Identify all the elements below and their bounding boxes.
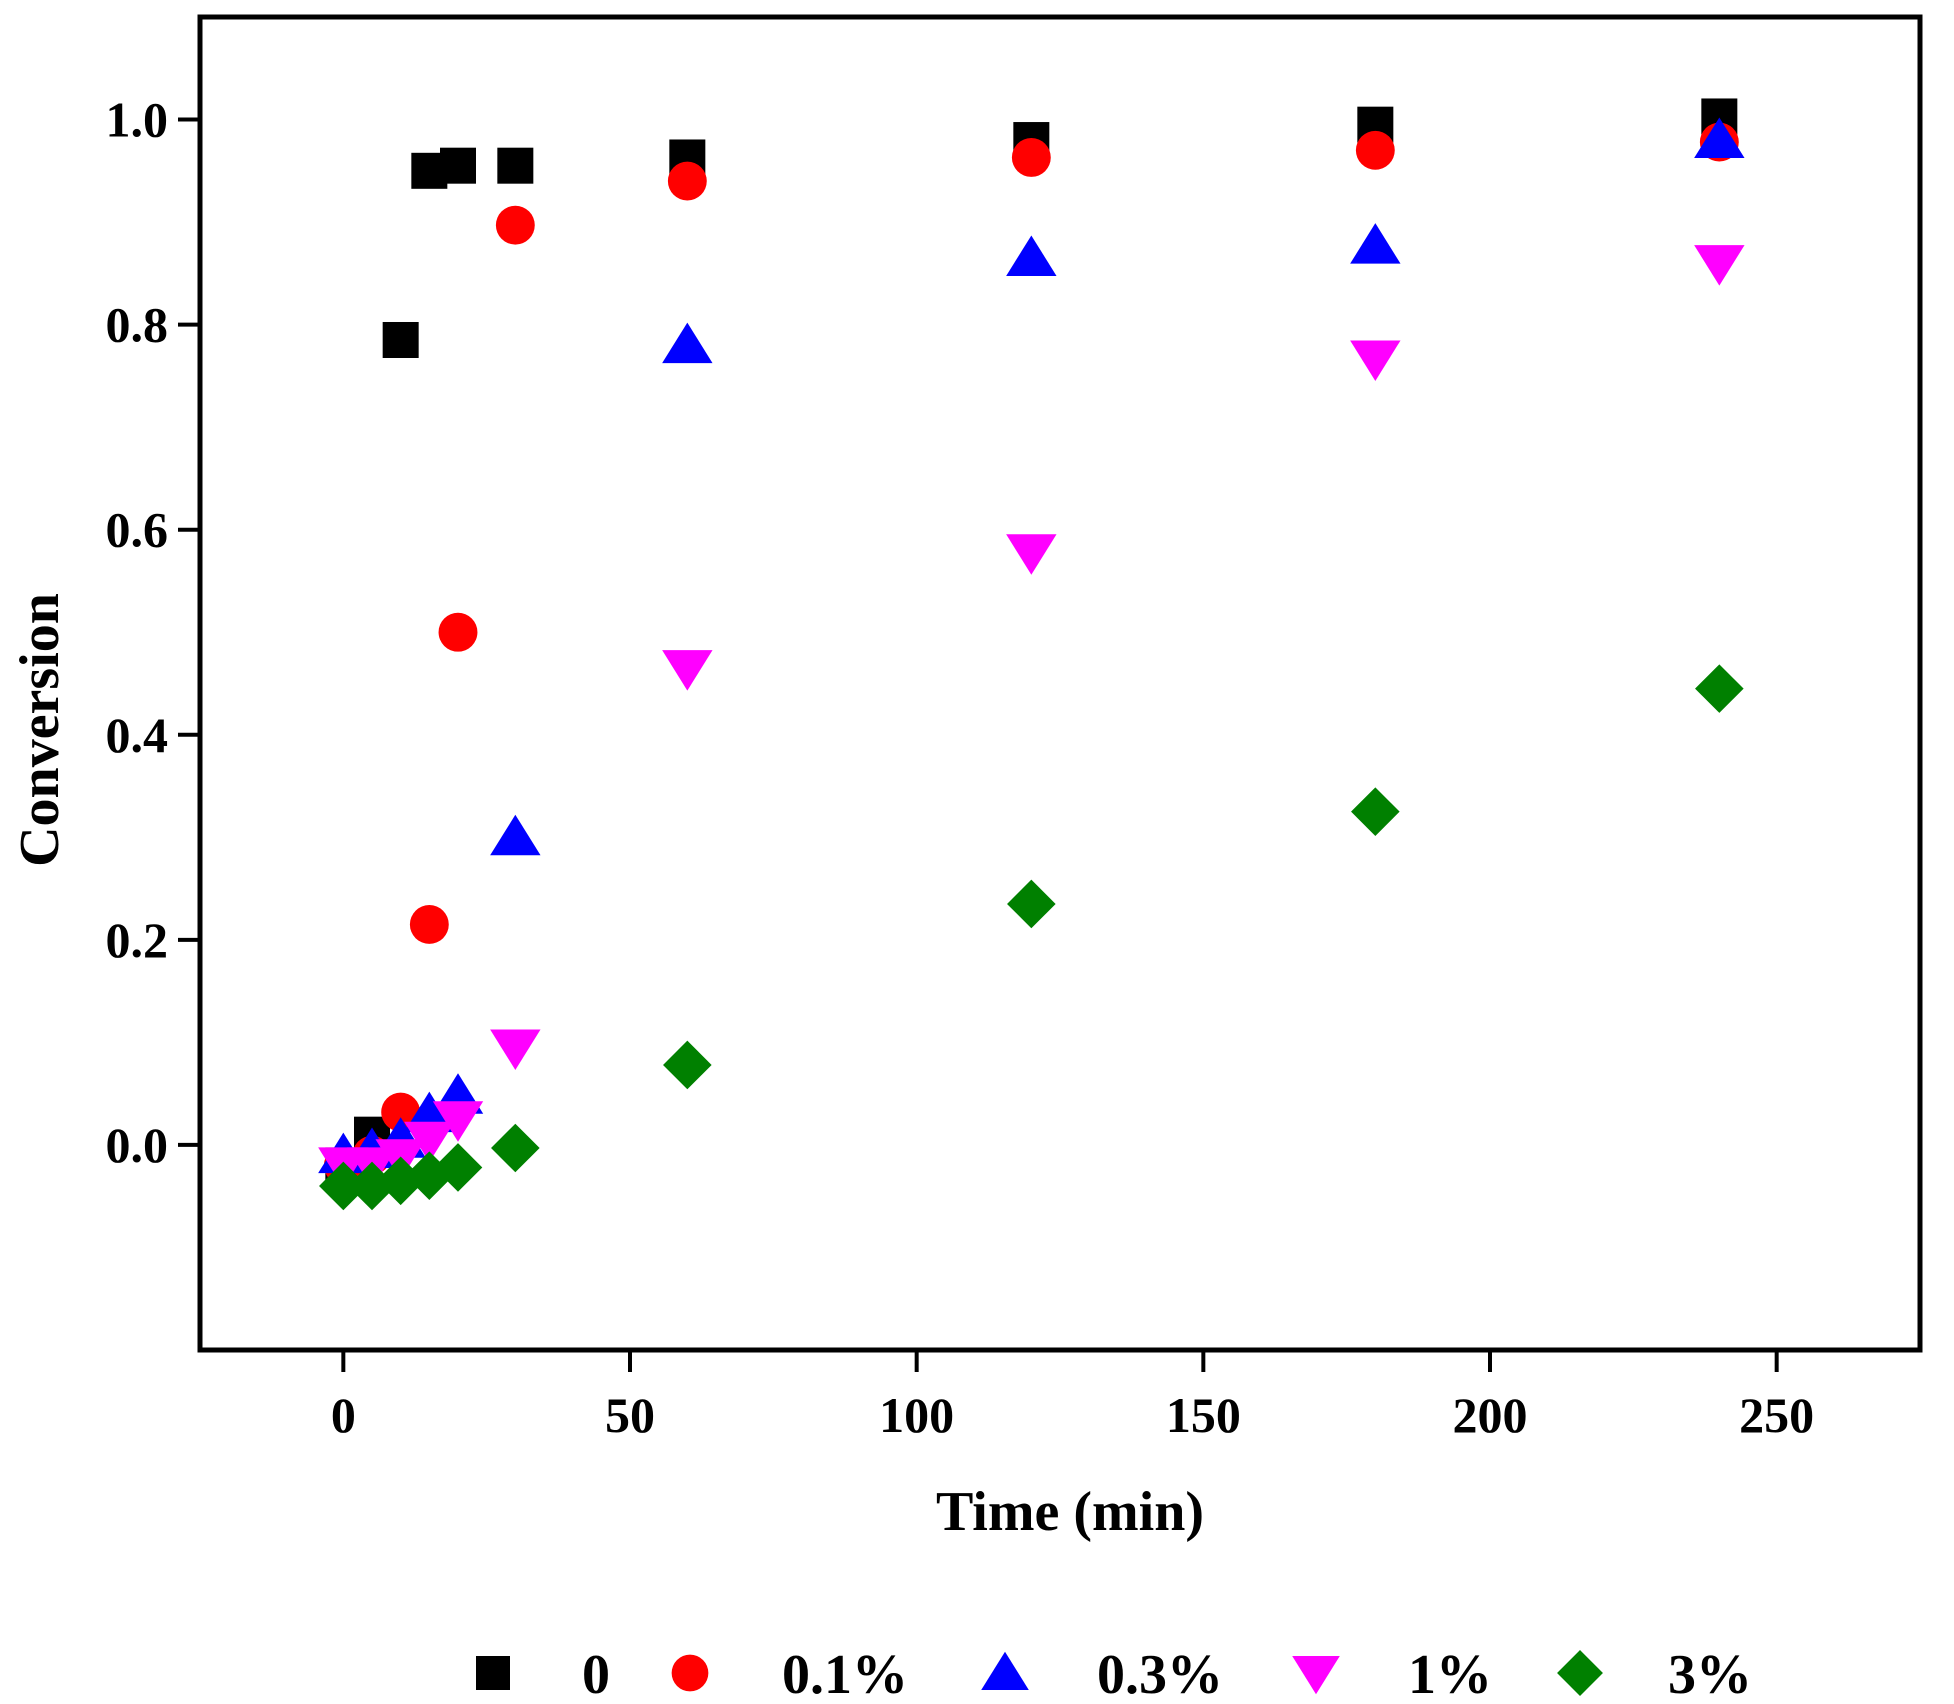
legend-label: 0.1% (782, 1644, 908, 1704)
data-point (662, 650, 713, 691)
legend-marker (1292, 1656, 1340, 1695)
x-tick-label: 100 (879, 1387, 954, 1443)
data-point (1006, 235, 1057, 276)
y-tick-label: 1.0 (106, 92, 169, 148)
data-point (1350, 340, 1401, 381)
data-point (404, 1121, 455, 1163)
data-point (438, 612, 478, 652)
data-point (490, 1029, 541, 1071)
legend-label: 0.3% (1097, 1644, 1223, 1704)
data-point (432, 1101, 484, 1142)
y-axis-title: Conversion (9, 593, 71, 867)
data-point (667, 161, 707, 201)
data-point (663, 1040, 712, 1090)
legend: 0 0.1% 0.3% 1% 3% (476, 1644, 1752, 1704)
x-tick-label: 50 (605, 1387, 655, 1443)
x-axis-ticks: 0 50 100 150 200 250 (331, 1350, 1814, 1443)
data-point (382, 321, 419, 358)
data-point (1694, 245, 1745, 286)
data-point (1350, 223, 1401, 264)
x-tick-label: 0 (331, 1387, 356, 1443)
series-5 (319, 664, 1744, 1211)
legend-label: 1% (1408, 1644, 1492, 1704)
data-point (490, 814, 541, 856)
legend-label: 0 (582, 1644, 610, 1704)
legend-marker (1557, 1650, 1603, 1696)
x-tick-label: 200 (1453, 1387, 1528, 1443)
y-tick-label: 0.4 (106, 707, 169, 763)
data-point (319, 1161, 368, 1211)
data-point (433, 1143, 483, 1192)
data-point (1351, 787, 1400, 836)
y-axis-ticks: 0.0 0.2 0.4 0.6 0.8 1.0 (106, 92, 200, 1173)
data-point (495, 205, 535, 245)
data-point (1695, 664, 1744, 713)
x-tick-label: 250 (1739, 1387, 1814, 1443)
data-point (1006, 534, 1057, 575)
legend-marker (476, 1656, 510, 1690)
data-point (662, 322, 713, 364)
y-tick-label: 0.8 (106, 297, 169, 353)
x-axis-title: Time (min) (936, 1481, 1204, 1543)
y-tick-label: 0.2 (106, 912, 169, 968)
x-tick-label: 150 (1166, 1387, 1241, 1443)
data-points (318, 98, 1745, 1211)
data-point (1007, 879, 1056, 929)
y-tick-label: 0.0 (106, 1117, 169, 1173)
legend-label: 3% (1668, 1644, 1752, 1704)
data-point (440, 147, 476, 184)
data-point (497, 147, 534, 184)
data-point (1694, 117, 1745, 159)
legend-marker (981, 1651, 1029, 1690)
data-point (491, 1123, 540, 1173)
data-point (1011, 138, 1051, 177)
plot-frame (197, 14, 1923, 1353)
series-4 (318, 245, 1745, 1188)
data-point (409, 905, 449, 944)
series-2 (323, 122, 1739, 1185)
data-point (1355, 130, 1395, 170)
legend-marker (671, 1654, 709, 1692)
series-3 (318, 117, 1745, 1174)
y-tick-label: 0.6 (106, 502, 169, 558)
